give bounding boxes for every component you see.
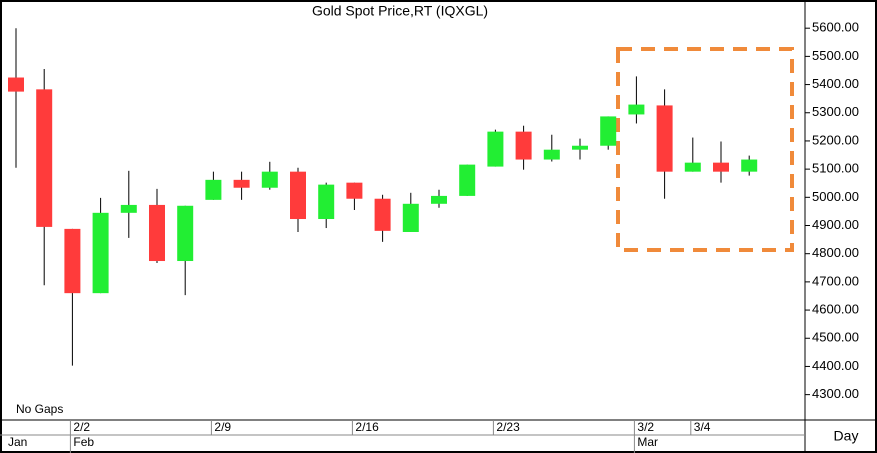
month-label: Mar	[637, 435, 658, 449]
candle-body	[515, 131, 532, 160]
candle-body	[628, 104, 645, 115]
y-tick-label: 4300.00	[812, 386, 859, 401]
candle-body	[402, 203, 419, 232]
x-tick-label: 3/2	[637, 420, 654, 434]
x-tick-label: 2/23	[496, 420, 520, 434]
y-tick-label: 5200.00	[812, 132, 859, 147]
candle-body	[346, 182, 363, 199]
candle-body	[374, 198, 391, 231]
candle-body	[600, 116, 617, 146]
candle-body	[64, 228, 81, 294]
candle-body	[290, 171, 306, 220]
candle-body	[741, 159, 758, 172]
candle-body	[261, 171, 278, 188]
candle-body	[713, 162, 729, 172]
candle-body	[431, 195, 447, 204]
y-tick-label: 4400.00	[812, 358, 859, 373]
y-tick-label: 5400.00	[812, 76, 859, 91]
y-tick-label: 4700.00	[812, 273, 859, 288]
x-tick-label: 3/4	[694, 420, 711, 434]
candle-body	[205, 179, 222, 200]
candle-body	[572, 145, 588, 150]
candle-body	[92, 212, 109, 294]
y-tick-label: 5500.00	[812, 48, 859, 63]
candle-body	[459, 164, 476, 196]
candle-body	[656, 105, 673, 172]
x-tick-label: 2/9	[214, 420, 231, 434]
y-tick-label: 5300.00	[812, 104, 859, 119]
y-tick-label: 5000.00	[812, 189, 859, 204]
x-axis-title: Day	[834, 428, 859, 444]
y-tick-label: 5100.00	[812, 161, 859, 176]
chart-title: Gold Spot Price,RT (IQXGL)	[312, 3, 488, 19]
highlight-box	[616, 47, 794, 252]
candle-body	[233, 179, 250, 188]
y-tick-label: 4900.00	[812, 217, 859, 232]
candle-body	[36, 89, 53, 227]
y-tick-label: 4800.00	[812, 245, 859, 260]
candle-body	[543, 149, 560, 160]
month-label: Jan	[8, 435, 27, 449]
candle-body	[149, 204, 165, 262]
candle-body	[8, 77, 24, 92]
candle-body	[684, 162, 701, 172]
candle-body	[177, 205, 194, 262]
candle-body	[120, 204, 137, 213]
month-label: Feb	[73, 435, 94, 449]
x-tick-label: 2/2	[73, 420, 90, 434]
y-tick-label: 5600.00	[812, 20, 859, 35]
candle-body	[318, 184, 335, 220]
y-tick-label: 4500.00	[812, 330, 859, 345]
y-tick-label: 4600.00	[812, 302, 859, 317]
x-tick-label: 2/16	[355, 420, 379, 434]
annotation: No Gaps	[16, 402, 63, 416]
candle-body	[487, 131, 504, 167]
